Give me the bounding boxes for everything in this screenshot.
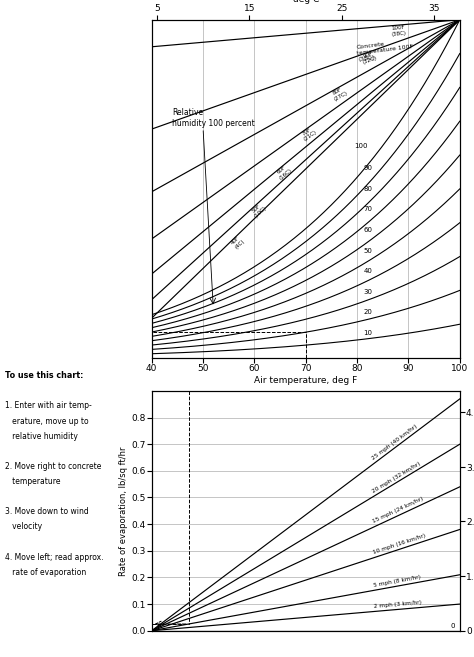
Text: 60F
(16C): 60F (16C) [274,164,293,181]
Text: To use this chart:: To use this chart: [5,371,83,380]
Text: 0: 0 [450,623,455,629]
Text: rate of evaporation: rate of evaporation [5,568,86,577]
Text: Relative
humidity 100 percent: Relative humidity 100 percent [172,108,255,127]
Text: 90F
(32C): 90F (32C) [360,50,378,65]
Text: 25 mph (40 km/hr): 25 mph (40 km/hr) [371,424,418,461]
Text: Concrete
temperature 100F
(38C): Concrete temperature 100F (38C) [356,38,415,62]
Text: 80F
(27C): 80F (27C) [330,85,348,102]
Text: 10: 10 [364,330,373,336]
Text: 40F
(4C): 40F (4C) [230,235,246,250]
Text: 40: 40 [364,268,373,274]
Text: 30: 30 [364,288,373,294]
Text: 1. Enter with air temp-: 1. Enter with air temp- [5,401,91,411]
Text: 20 mph (32 km/hr): 20 mph (32 km/hr) [371,461,421,494]
X-axis label: Air temperature, deg F: Air temperature, deg F [254,376,357,385]
Text: 15 mph (24 km/hr): 15 mph (24 km/hr) [372,497,424,524]
Y-axis label: Rate of evaporation, lb/sq ft/hr: Rate of evaporation, lb/sq ft/hr [119,446,128,576]
Text: 80: 80 [364,186,373,192]
Text: 90: 90 [364,165,373,171]
Text: 10 mph (16 km/hr): 10 mph (16 km/hr) [372,533,426,555]
Text: 100F
(38C): 100F (38C) [391,24,407,37]
Text: 60: 60 [364,227,373,233]
Text: 4. Move left; read approx.: 4. Move left; read approx. [5,553,103,562]
Text: 3. Move down to wind: 3. Move down to wind [5,507,89,516]
Text: 70: 70 [364,206,373,212]
Text: relative humidity: relative humidity [5,432,78,441]
Text: temperature: temperature [5,477,60,486]
Text: 2 mph (3 km/hr): 2 mph (3 km/hr) [373,600,421,609]
Text: 50: 50 [364,248,373,254]
Text: 70F
(21C): 70F (21C) [300,125,318,143]
Text: 20: 20 [364,309,373,315]
Text: 5 mph (8 km/hr): 5 mph (8 km/hr) [373,574,421,588]
Text: 2. Move right to concrete: 2. Move right to concrete [5,462,101,471]
Text: velocity: velocity [5,522,42,532]
X-axis label: deg C: deg C [292,0,319,4]
Text: erature, move up to: erature, move up to [5,417,88,426]
Text: 100: 100 [354,143,367,149]
Text: 50F
(10C): 50F (10C) [249,201,267,219]
